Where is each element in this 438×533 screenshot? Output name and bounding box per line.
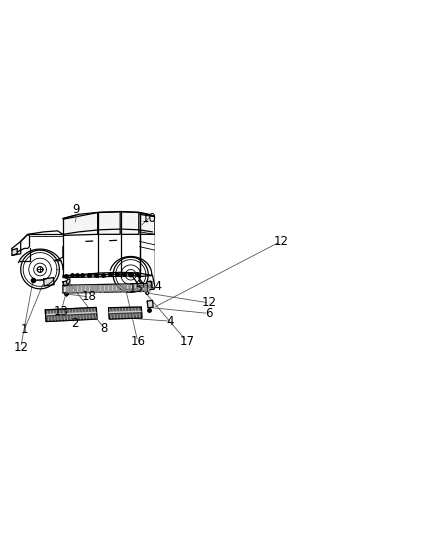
Text: 6: 6 [205, 307, 212, 320]
Polygon shape [128, 285, 131, 291]
Polygon shape [82, 286, 84, 292]
Polygon shape [74, 286, 76, 292]
Polygon shape [140, 213, 155, 235]
Text: 4: 4 [166, 314, 174, 328]
Polygon shape [78, 286, 80, 292]
Polygon shape [12, 248, 17, 255]
Polygon shape [147, 301, 153, 308]
Polygon shape [97, 285, 99, 292]
Polygon shape [93, 285, 95, 292]
Polygon shape [99, 212, 120, 235]
Polygon shape [67, 286, 68, 292]
Text: 2: 2 [71, 317, 79, 330]
Polygon shape [63, 284, 147, 293]
Polygon shape [136, 285, 138, 291]
Text: 12: 12 [13, 341, 28, 354]
Polygon shape [117, 285, 119, 291]
Polygon shape [90, 286, 92, 292]
Polygon shape [146, 292, 148, 294]
Text: 17: 17 [180, 335, 194, 348]
Polygon shape [63, 213, 98, 236]
Polygon shape [109, 307, 142, 319]
Polygon shape [65, 292, 68, 296]
Polygon shape [124, 285, 127, 291]
Polygon shape [121, 212, 139, 235]
Text: 9: 9 [72, 203, 80, 216]
Text: 13: 13 [54, 305, 69, 318]
Polygon shape [86, 286, 88, 292]
Polygon shape [120, 285, 123, 291]
Polygon shape [148, 284, 150, 290]
Polygon shape [43, 278, 54, 286]
Text: 10: 10 [141, 212, 156, 225]
Text: 14: 14 [148, 280, 163, 293]
Polygon shape [105, 285, 107, 292]
Polygon shape [144, 284, 146, 290]
Polygon shape [109, 285, 111, 292]
Polygon shape [12, 248, 21, 255]
Polygon shape [70, 286, 72, 292]
Text: 18: 18 [82, 290, 97, 303]
Text: 16: 16 [130, 335, 145, 348]
Polygon shape [101, 285, 103, 292]
Text: 12: 12 [273, 235, 288, 248]
Polygon shape [63, 281, 67, 286]
Polygon shape [67, 279, 70, 285]
Text: 12: 12 [201, 296, 216, 309]
Polygon shape [147, 281, 152, 287]
Polygon shape [132, 285, 134, 291]
Text: 15: 15 [128, 281, 143, 295]
Polygon shape [140, 285, 142, 290]
Polygon shape [113, 285, 115, 292]
Text: 1: 1 [21, 324, 28, 336]
Polygon shape [45, 308, 97, 321]
Text: 8: 8 [101, 322, 108, 335]
